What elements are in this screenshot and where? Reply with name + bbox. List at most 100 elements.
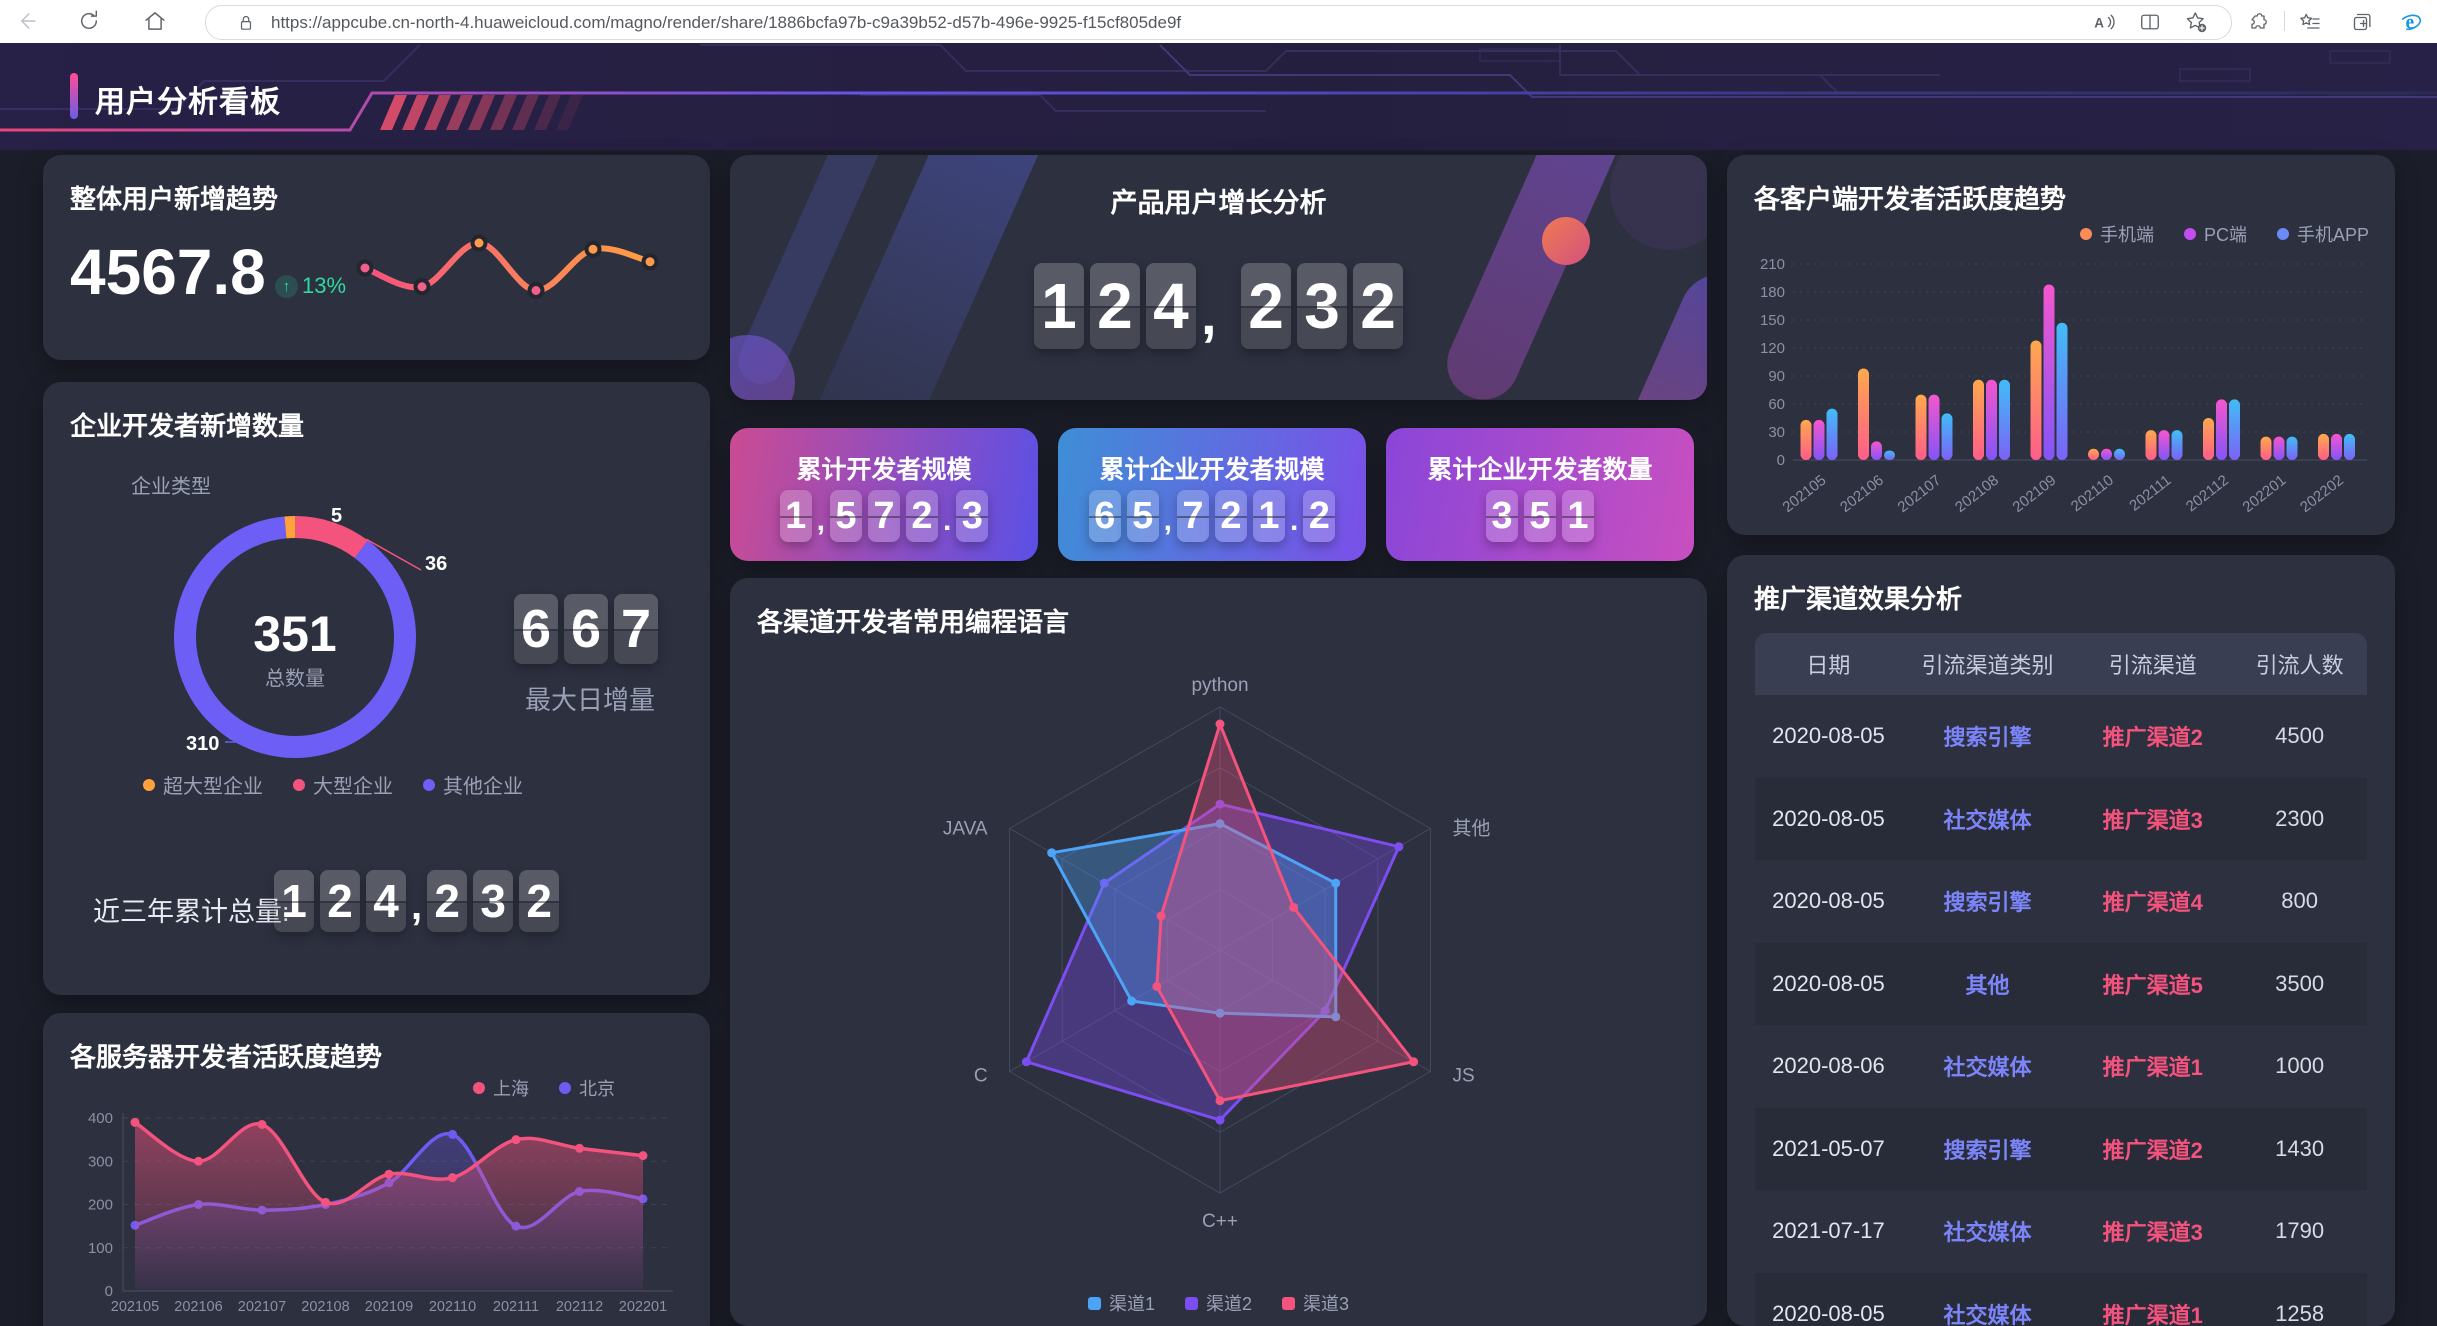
table-body: 2020-08-05 搜索引擎 推广渠道2 4500 2020-08-05 社交媒体 推广渠… — [1755, 695, 2367, 1326]
add-favorite-button[interactable] — [2182, 8, 2210, 36]
legend-item[interactable]: 其他企业 — [423, 770, 523, 799]
flip-digit: 6 — [1088, 490, 1121, 542]
legend-label: 北京 — [579, 1079, 615, 1099]
home-button[interactable] — [138, 4, 172, 38]
site-permissions-button[interactable] — [232, 9, 260, 37]
legend-marker — [1184, 1296, 1198, 1310]
axis-tick: 202108 — [1952, 472, 2002, 516]
channel-category-cell[interactable]: 搜索引擎 — [1943, 725, 2032, 751]
channel-category-cell[interactable]: 社交媒体 — [1943, 807, 2032, 833]
address-bar[interactable]: https://appcube.cn-north-4.huaweicloud.c… — [205, 5, 2232, 40]
channel-category-cell[interactable]: 社交媒体 — [1943, 1302, 2032, 1326]
legend-label: 手机APP — [2296, 225, 2369, 245]
flip-digit: 3 — [956, 490, 989, 542]
channel-cell[interactable]: 推广渠道4 — [2102, 890, 2203, 916]
favorites-button[interactable] — [2296, 8, 2324, 36]
flip-digit: 2 — [906, 490, 938, 542]
axis-tick: 202109 — [365, 1299, 413, 1315]
axis-tick: 202106 — [174, 1299, 222, 1315]
legend-item[interactable]: 超大型企业 — [143, 770, 263, 799]
refresh-button[interactable] — [72, 4, 106, 38]
back-button[interactable] — [10, 4, 44, 38]
legend-item[interactable]: 渠道3 — [1282, 1290, 1349, 1316]
split-screen-button[interactable] — [2136, 8, 2164, 36]
legend-item[interactable]: PC端 — [2183, 221, 2247, 247]
channel-category-cell[interactable]: 社交媒体 — [1943, 1055, 2032, 1081]
card-title: 各客户端开发者活跃度趋势 — [1754, 184, 2067, 214]
legend-item[interactable]: 手机端 — [2079, 221, 2154, 247]
legend-item[interactable]: 手机APP — [2276, 221, 2369, 247]
visitor-count-cell: 3500 — [2275, 970, 2325, 996]
donut-center-label: 总数量 — [265, 667, 325, 690]
card-title: 推广渠道效果分析 — [1754, 584, 1963, 614]
channel-category-cell[interactable]: 社交媒体 — [1943, 1220, 2032, 1246]
flip-digit: 2 — [1215, 490, 1247, 542]
axis-tick: 202201 — [2240, 472, 2290, 516]
card-title: 各服务器开发者活跃度趋势 — [70, 1042, 383, 1072]
donut-chart: 5 36 310 351 总数量 — [174, 505, 447, 758]
extensions-puzzle-icon — [2251, 13, 2267, 29]
legend-item[interactable]: 渠道2 — [1184, 1290, 1252, 1316]
flip-separator: , — [816, 504, 825, 537]
legend-label: 渠道1 — [1108, 1294, 1155, 1314]
extensions-button[interactable] — [2244, 8, 2272, 36]
legend-item[interactable]: 渠道1 — [1087, 1290, 1155, 1316]
sparkline-chart — [356, 234, 659, 299]
ie-mode-button[interactable]: e — [2398, 8, 2426, 36]
channel-cell[interactable]: 推广渠道1 — [2102, 1055, 2203, 1081]
axis-tick: 202105 — [1780, 472, 1830, 516]
flip-digit: 1 — [1253, 490, 1285, 542]
dashboard-header: 用户分析看板 — [0, 43, 2437, 150]
refresh-icon — [81, 10, 98, 30]
axis-tick: 0 — [1777, 452, 1785, 469]
flip-digit: 7 — [614, 594, 658, 664]
legend-label: 渠道2 — [1205, 1294, 1252, 1314]
url-text[interactable]: https://appcube.cn-north-4.huaweicloud.c… — [271, 13, 1182, 32]
flip-digit: 1 — [1033, 263, 1084, 349]
channel-cell[interactable]: 推广渠道3 — [2102, 807, 2203, 833]
star-plus-icon — [2186, 12, 2207, 33]
axis-tick: 90 — [1768, 368, 1785, 385]
channel-cell[interactable]: 推广渠道3 — [2102, 1220, 2203, 1246]
visitor-count-cell: 800 — [2281, 888, 2319, 914]
radar-chart: python 其他 JS C++ C JAVA — [943, 675, 1491, 1232]
table-row: 2020-08-05 搜索引擎 推广渠道4 800 — [1755, 860, 2367, 943]
read-aloud-button[interactable]: A — [2090, 8, 2118, 36]
date-cell: 2020-08-05 — [1772, 1300, 1885, 1326]
axis-tick: 120 — [1760, 340, 1785, 357]
channel-category-cell[interactable]: 搜索引擎 — [1943, 1137, 2032, 1163]
legend-marker — [143, 778, 155, 791]
channel-cell[interactable]: 推广渠道2 — [2102, 725, 2203, 751]
promo-table-card: 推广渠道效果分析 日期 引流渠道类别 引流渠道 引流人数 2020-08-05 搜索引擎… — [1727, 555, 2395, 1326]
legend-label: 渠道3 — [1303, 1294, 1350, 1314]
axis-tick: 36 — [425, 553, 447, 575]
channel-category-cell[interactable]: 其他 — [1965, 972, 2010, 998]
collections-button[interactable] — [2348, 8, 2376, 36]
channel-cell[interactable]: 推广渠道2 — [2102, 1137, 2203, 1163]
axis-tick: 0 — [105, 1283, 113, 1300]
flip-separator — [1221, 287, 1237, 343]
axis-tick: 202112 — [2183, 472, 2232, 516]
channel-category-cell[interactable]: 搜索引擎 — [1943, 890, 2032, 916]
channel-cell[interactable]: 推广渠道5 — [2102, 972, 2203, 998]
legend-item[interactable]: 大型企业 — [293, 770, 393, 799]
legend-item[interactable]: 上海 — [473, 1075, 529, 1101]
legend-marker — [423, 778, 435, 791]
card-title: 整体用户新增趋势 — [70, 184, 279, 214]
channel-cell[interactable]: 推广渠道1 — [2102, 1302, 2203, 1326]
date-cell: 2020-08-05 — [1772, 723, 1885, 749]
flip-digit: 6 — [514, 594, 558, 664]
card-title: 企业开发者新增数量 — [70, 411, 305, 441]
flip-digit: 1 — [1562, 490, 1594, 542]
axis-tick: 其他 — [1452, 818, 1490, 840]
flip-separator: . — [943, 504, 952, 537]
visitor-count-cell: 4500 — [2275, 723, 2325, 749]
date-cell: 2020-08-05 — [1772, 888, 1885, 914]
flip-separator: , — [1163, 504, 1172, 537]
legend-item[interactable]: 北京 — [559, 1075, 615, 1101]
